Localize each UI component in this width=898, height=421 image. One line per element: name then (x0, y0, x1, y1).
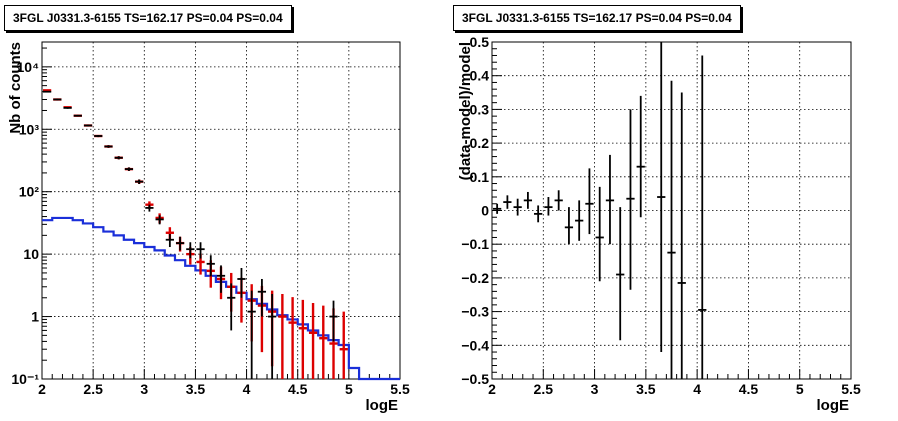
right-y-tick-label-6: 0.1 (470, 169, 490, 185)
left-x-tick-label-0: 2 (38, 381, 46, 397)
right-x-axis-title: logE (817, 397, 850, 414)
left-chart-title: 3FGL J0331.3-6155 TS=162.17 PS=0.04 PS=0… (4, 5, 292, 31)
left-plot-frame (41, 41, 401, 380)
right-x-tick-label-2: 3 (591, 381, 599, 397)
right-x-tick-label-5: 4.5 (739, 381, 759, 397)
left-x-tick-label-7: 5.5 (390, 381, 410, 397)
left-x-axis-title: logE (366, 397, 399, 414)
right-x-tick-label-3: 3.5 (636, 381, 656, 397)
left-x-tick-label-5: 4.5 (288, 381, 308, 397)
right-y-tick-label-3: −0.2 (461, 270, 489, 286)
left-y-axis-title: Nb of counts (7, 42, 24, 134)
right-y-axis-title: (data-model)/model (457, 42, 474, 180)
right-y-tick-label-2: −0.3 (461, 304, 489, 320)
right-y-tick-label-0: −0.5 (461, 371, 489, 387)
left-x-tick-label-3: 3.5 (186, 381, 206, 397)
right-x-tick-label-0: 2 (488, 381, 496, 397)
left-model-step-line (42, 216, 400, 381)
left-x-tick-label-4: 4 (243, 381, 251, 397)
left-y-tick-label-1: 1 (31, 309, 39, 325)
left-x-tick-label-1: 2.5 (83, 381, 103, 397)
right-y-tick-label-10: 0.5 (470, 34, 490, 50)
right-y-tick-label-8: 0.3 (470, 101, 490, 117)
left-x-tick-label-2: 3 (140, 381, 148, 397)
left-y-tick-label-5: 10⁴ (17, 59, 40, 75)
left-y-tick-label-3: 10² (19, 184, 40, 200)
right-y-tick-label-4: −0.1 (461, 236, 489, 252)
right-y-tick-label-1: −0.4 (461, 337, 489, 353)
left-x-tick-label-6: 5 (345, 381, 353, 397)
right-y-tick-label-9: 0.4 (470, 68, 490, 84)
right-y-tick-label-5: 0 (481, 203, 489, 219)
left-y-tick-label-2: 10 (23, 246, 39, 262)
right-x-tick-label-1: 2.5 (534, 381, 554, 397)
right-x-tick-label-4: 4 (693, 381, 701, 397)
left-y-tick-label-0: 10⁻¹ (11, 371, 39, 387)
right-chart-title: 3FGL J0331.3-6155 TS=162.17 PS=0.04 PS=0… (453, 5, 741, 31)
right-x-tick-label-6: 5 (796, 381, 804, 397)
right-x-tick-label-7: 5.5 (841, 381, 861, 397)
right-y-tick-label-7: 0.2 (470, 135, 490, 151)
left-y-tick-label-4: 10³ (19, 121, 40, 137)
